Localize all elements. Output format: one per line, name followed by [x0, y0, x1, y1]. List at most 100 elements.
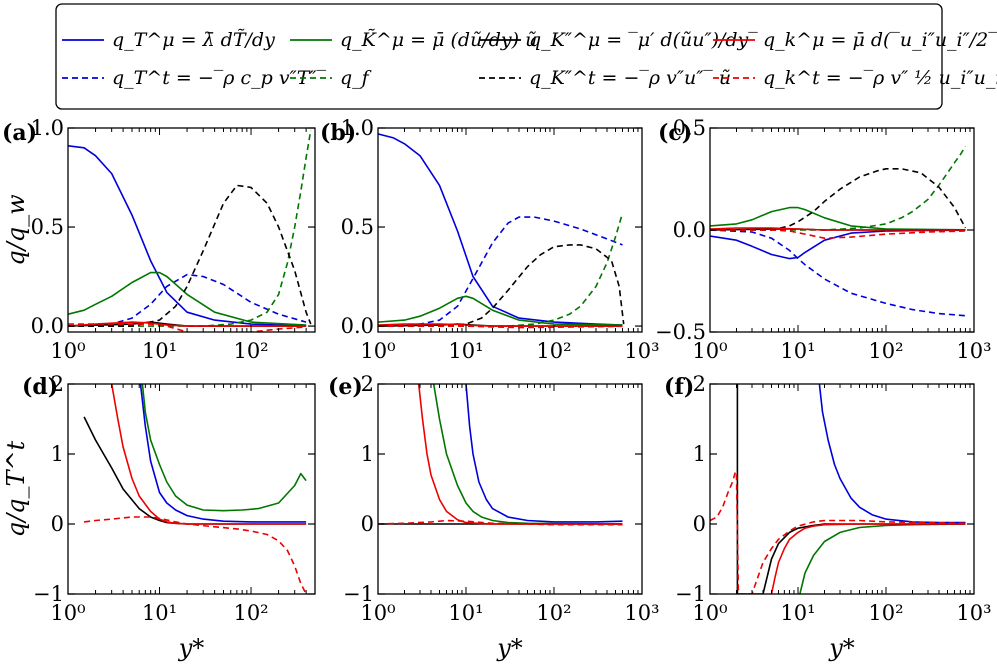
- series-qkmu: [378, 323, 623, 327]
- axes-frame: [709, 383, 975, 595]
- series-qTt: [710, 229, 966, 317]
- y-tick-label: 0.0: [31, 314, 64, 338]
- x-tick-label: 10²: [233, 601, 268, 625]
- y-tick-label: 0.5: [673, 116, 706, 140]
- y-tick-label: −1: [675, 582, 706, 606]
- panel-f: −1 0 1 2 10⁰ 10¹ 10² 10³ (f) y*: [664, 372, 992, 662]
- series-qkt: [68, 323, 307, 332]
- y-tick-label: 1.0: [31, 116, 64, 140]
- legend-label-qf: q_f: [340, 67, 372, 89]
- legend-label-qTmu: q_T^μ = λ̄ dT̃/dy: [112, 29, 275, 51]
- x-tick-label: 10¹: [780, 339, 815, 363]
- series-qKt: [68, 184, 312, 327]
- series-qkt: [710, 470, 966, 594]
- x-tick-label: 10³: [956, 601, 991, 625]
- x-tick-label: 10³: [956, 339, 991, 363]
- y-tick-label: −0.5: [655, 320, 706, 344]
- panel-label: (b): [320, 120, 356, 146]
- panel-label: (c): [658, 120, 692, 146]
- x-tick-label: 10¹: [142, 601, 177, 625]
- series-qKt: [710, 168, 967, 231]
- panel-label: (f): [664, 374, 694, 400]
- x-tick-label: 10²: [536, 339, 571, 363]
- x-tick-label: 10¹: [780, 601, 815, 625]
- legend-label-qkt: q_k^t = −‾ρ v″ ½ u_i″u_i″‾: [763, 67, 997, 89]
- series-qTmu: [818, 384, 966, 524]
- x-axis-label: y*: [828, 634, 855, 662]
- series-qKtmu: [378, 295, 623, 326]
- series-qkmu: [710, 227, 966, 231]
- series-group: [710, 145, 967, 317]
- series-qKtmu: [799, 523, 966, 594]
- series-qTmu: [139, 384, 307, 523]
- x-tick-label: 10³: [624, 339, 659, 363]
- y-axis-label: q/q_T^t: [2, 440, 30, 537]
- series-qTt: [68, 273, 307, 327]
- series-qTmu: [378, 133, 623, 326]
- x-tick-label: 10⁰: [692, 339, 727, 363]
- y-tick-label: 0: [693, 512, 706, 536]
- series-qKtmu: [68, 271, 307, 326]
- y-tick-label: 0.0: [341, 314, 374, 338]
- x-tick-label: 10⁰: [360, 601, 395, 625]
- axes-frame: [67, 127, 316, 333]
- series-qKmu: [736, 384, 966, 594]
- x-tick-label: 10¹: [448, 601, 483, 625]
- series-group: [378, 133, 625, 329]
- panel-b: 0.0 0.5 1.0 10⁰ 10¹ 10² 10³ (b): [320, 116, 660, 363]
- series-qf: [68, 129, 312, 327]
- x-tick-label: 10⁰: [50, 339, 85, 363]
- series-qKtmu: [141, 384, 307, 512]
- series-qTmu: [68, 145, 307, 327]
- x-tick-label: 10⁰: [50, 601, 85, 625]
- x-tick-label: 10²: [233, 339, 268, 363]
- series-qkt: [710, 229, 966, 239]
- y-tick-label: 0.0: [673, 218, 706, 242]
- y-tick-label: 1: [51, 442, 64, 466]
- axes-frame: [377, 127, 643, 333]
- series-group: [378, 384, 623, 526]
- legend-frame: [55, 3, 943, 110]
- y-tick-label: 2: [51, 372, 64, 396]
- series-qKtmu: [710, 206, 966, 231]
- series-group: [83, 384, 307, 594]
- series-qTmu: [465, 384, 623, 523]
- y-tick-label: 1.0: [341, 116, 374, 140]
- series-qkmu: [68, 321, 307, 327]
- panel-label: (a): [2, 120, 37, 146]
- panel-label: (d): [22, 374, 58, 400]
- legend: q_T^μ = λ̄ dT̃/dy q_K̃^μ = μ̄ (dũ/dy) ũq_…: [55, 3, 997, 110]
- x-tick-label: 10²: [536, 601, 571, 625]
- series-qTmu: [710, 229, 966, 260]
- y-tick-label: 1: [361, 442, 374, 466]
- panel-label: (e): [328, 374, 363, 400]
- legend-label-qKt: q_K″^t = −‾ρ v″u″‾ ũ: [529, 67, 731, 89]
- series-qf: [710, 145, 967, 231]
- panel-a: 0.0 0.5 1.0 10⁰ 10¹ 10² (a) q/q_w: [2, 116, 316, 363]
- series-qkt: [378, 519, 623, 526]
- series-qKt: [378, 244, 625, 327]
- series-qkmu: [770, 523, 966, 594]
- panel-e: −1 0 1 2 10⁰ 10¹ 10² 10³ (e) y*: [328, 372, 660, 662]
- series-qKtmu: [432, 384, 623, 525]
- x-tick-label: 10⁰: [692, 601, 727, 625]
- series-qf: [378, 212, 624, 327]
- series-qTt: [378, 216, 623, 327]
- panel-c: −0.5 0.0 0.5 10⁰ 10¹ 10² 10³ (c): [655, 116, 992, 363]
- x-tick-label: 10²: [868, 339, 903, 363]
- x-axis-label: y*: [178, 634, 205, 662]
- series-group: [68, 129, 312, 332]
- y-tick-label: 2: [693, 372, 706, 396]
- series-qkt: [378, 325, 623, 329]
- panel-d: −1 0 1 2 10⁰ 10¹ 10² (d) q/q_T^t y*: [2, 372, 316, 662]
- y-tick-label: 0: [51, 512, 64, 536]
- x-tick-label: 10⁰: [360, 339, 395, 363]
- legend-label-qkmu: q_k^μ = μ̄ d(‾u_i″u_i″/2‾)/dy: [763, 29, 997, 51]
- y-tick-label: 1: [693, 442, 706, 466]
- y-tick-label: −1: [33, 582, 64, 606]
- x-axis-label: y*: [496, 634, 523, 662]
- y-axis-label: q/q_w: [2, 194, 30, 266]
- series-group: [710, 384, 966, 594]
- series-qkt: [84, 516, 307, 594]
- axes-frame: [67, 383, 316, 595]
